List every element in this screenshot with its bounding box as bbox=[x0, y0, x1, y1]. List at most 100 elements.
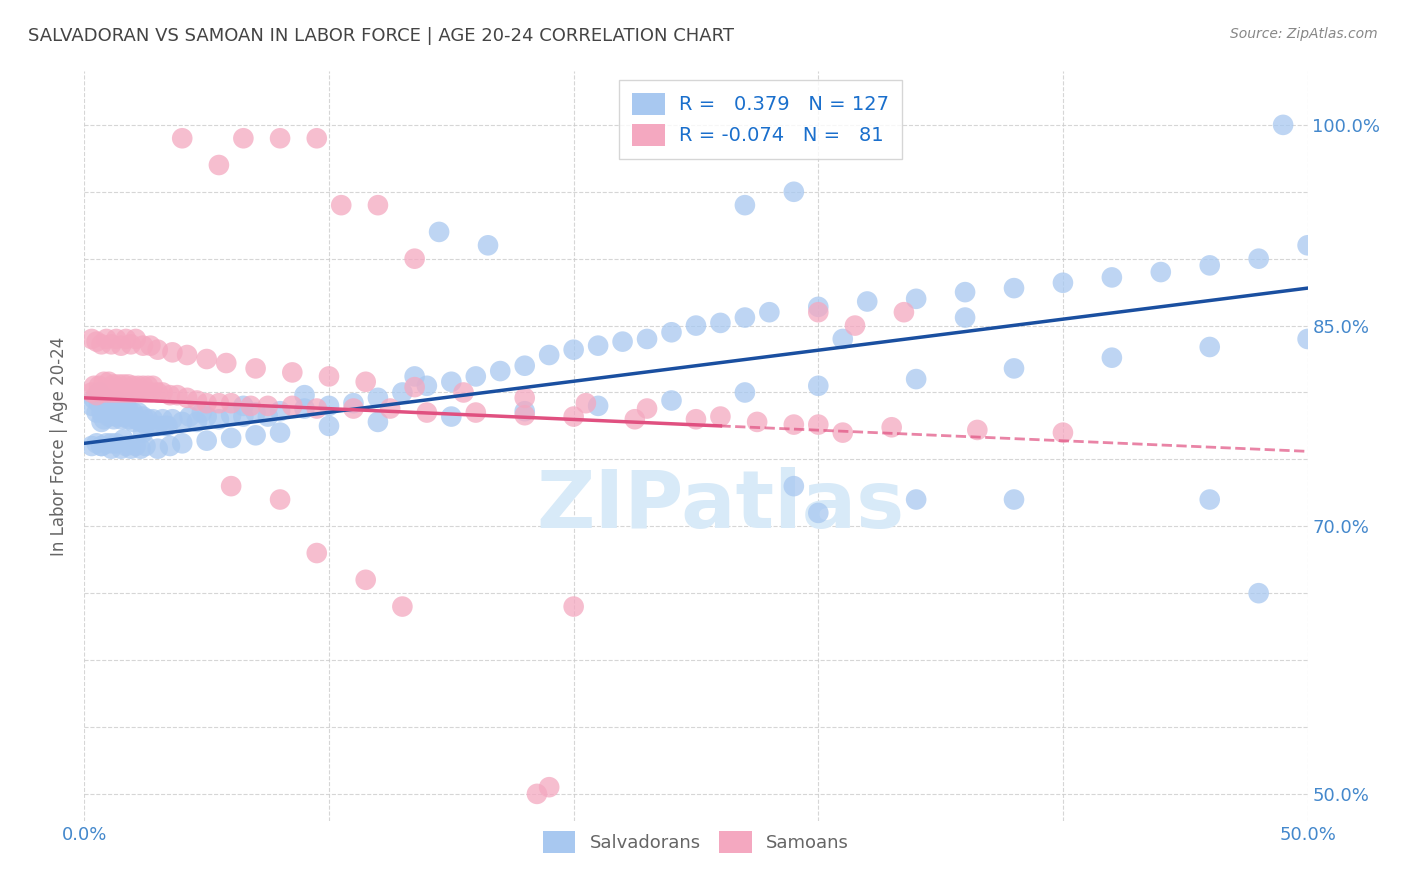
Point bbox=[195, 352, 218, 367]
Point bbox=[80, 385, 103, 400]
Point bbox=[110, 385, 132, 400]
Point bbox=[96, 436, 118, 450]
Point bbox=[1002, 281, 1025, 295]
Point bbox=[110, 339, 132, 353]
Point bbox=[427, 225, 450, 239]
Point bbox=[166, 388, 188, 402]
Point bbox=[636, 401, 658, 416]
Point bbox=[709, 409, 731, 424]
Point bbox=[219, 431, 242, 445]
Point bbox=[586, 339, 609, 353]
Point bbox=[97, 409, 120, 424]
Point bbox=[208, 396, 231, 410]
Point bbox=[391, 385, 413, 400]
Point bbox=[142, 412, 165, 426]
Point bbox=[110, 442, 132, 456]
Point bbox=[139, 385, 162, 400]
Point bbox=[105, 436, 128, 450]
Point bbox=[117, 377, 139, 392]
Point bbox=[219, 479, 242, 493]
Point bbox=[562, 343, 585, 357]
Point bbox=[96, 385, 118, 400]
Text: Source: ZipAtlas.com: Source: ZipAtlas.com bbox=[1230, 27, 1378, 41]
Point bbox=[219, 396, 242, 410]
Point bbox=[245, 428, 267, 442]
Point bbox=[90, 385, 112, 400]
Point bbox=[1052, 425, 1074, 440]
Point bbox=[905, 492, 928, 507]
Point bbox=[844, 318, 866, 333]
Point bbox=[135, 385, 157, 400]
Point bbox=[685, 412, 707, 426]
Point bbox=[232, 399, 254, 413]
Point bbox=[156, 419, 179, 434]
Point bbox=[318, 369, 340, 384]
Point bbox=[342, 401, 364, 416]
Point bbox=[90, 439, 112, 453]
Point bbox=[93, 412, 115, 426]
Point bbox=[1101, 270, 1123, 285]
Point bbox=[115, 439, 138, 453]
Point bbox=[146, 442, 169, 456]
Point bbox=[807, 305, 830, 319]
Point bbox=[125, 332, 148, 346]
Point bbox=[122, 378, 145, 392]
Point bbox=[586, 399, 609, 413]
Point bbox=[305, 401, 328, 416]
Point bbox=[807, 506, 830, 520]
Point bbox=[90, 405, 112, 419]
Point bbox=[162, 345, 184, 359]
Point bbox=[107, 403, 129, 417]
Point bbox=[135, 439, 157, 453]
Point bbox=[195, 409, 218, 424]
Point bbox=[232, 409, 254, 424]
Point bbox=[127, 405, 149, 419]
Point bbox=[103, 377, 125, 392]
Point bbox=[93, 396, 115, 410]
Point bbox=[86, 436, 108, 450]
Point bbox=[232, 131, 254, 145]
Point bbox=[136, 378, 159, 392]
Point bbox=[257, 399, 280, 413]
Point bbox=[464, 405, 486, 419]
Point bbox=[172, 131, 194, 145]
Point bbox=[125, 412, 148, 426]
Point bbox=[120, 337, 142, 351]
Point bbox=[219, 409, 242, 423]
Point bbox=[93, 375, 115, 389]
Point bbox=[153, 419, 176, 434]
Point bbox=[125, 439, 148, 453]
Point bbox=[96, 392, 118, 407]
Point bbox=[831, 332, 853, 346]
Y-axis label: In Labor Force | Age 20-24: In Labor Force | Age 20-24 bbox=[51, 336, 69, 556]
Point bbox=[122, 405, 145, 419]
Point bbox=[105, 409, 128, 424]
Legend: Salvadorans, Samoans: Salvadorans, Samoans bbox=[531, 821, 860, 864]
Point bbox=[146, 343, 169, 357]
Point bbox=[172, 415, 194, 429]
Point bbox=[112, 399, 135, 413]
Point bbox=[416, 405, 439, 419]
Point bbox=[129, 415, 152, 429]
Point bbox=[125, 385, 148, 400]
Point bbox=[87, 396, 110, 410]
Point bbox=[513, 359, 536, 373]
Point bbox=[464, 369, 486, 384]
Point bbox=[117, 412, 139, 426]
Point bbox=[142, 378, 165, 392]
Point bbox=[281, 366, 304, 380]
Point bbox=[636, 332, 658, 346]
Point bbox=[856, 294, 879, 309]
Point bbox=[281, 399, 304, 413]
Point bbox=[135, 417, 157, 432]
Point bbox=[122, 415, 145, 429]
Text: ZIPatlas: ZIPatlas bbox=[536, 467, 904, 545]
Point bbox=[367, 391, 389, 405]
Point bbox=[100, 436, 122, 450]
Point bbox=[1296, 238, 1319, 252]
Point bbox=[575, 396, 598, 410]
Point bbox=[269, 492, 291, 507]
Point bbox=[172, 436, 194, 450]
Point bbox=[513, 409, 536, 423]
Point bbox=[661, 326, 683, 340]
